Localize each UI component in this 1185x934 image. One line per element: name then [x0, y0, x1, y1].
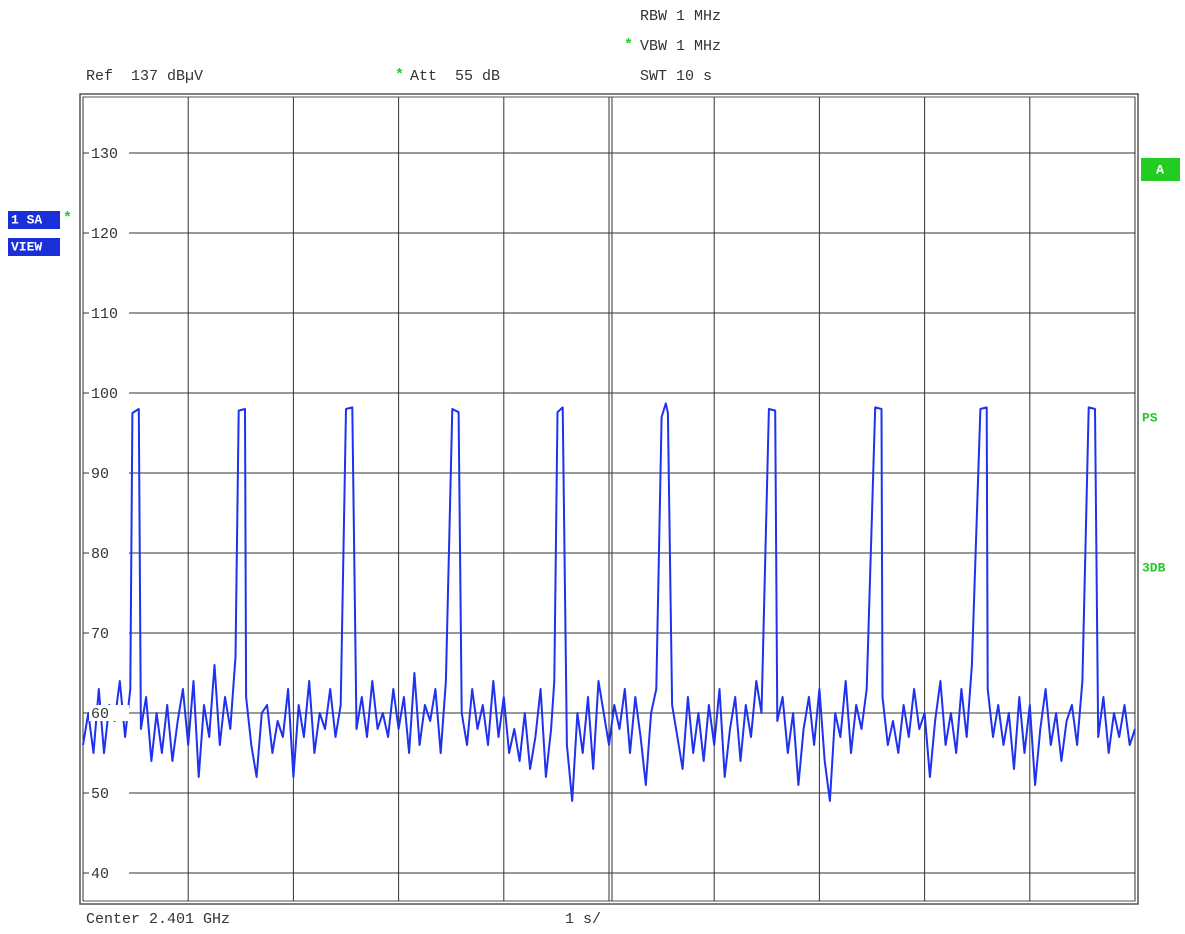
frame-outer	[79, 93, 1139, 905]
tick-label-bg	[89, 785, 129, 801]
tick-label-bg	[89, 385, 129, 401]
time-per-division: 1 s/	[565, 911, 601, 928]
ref-level: Ref 137 dBµV	[86, 68, 203, 85]
y-tick-label: 120	[91, 226, 118, 243]
tick-label-bg	[89, 225, 129, 241]
tick-label-bg	[89, 705, 129, 721]
vbw: VBW 1 MHz	[640, 38, 721, 55]
center-frequency: Center 2.401 GHz	[86, 911, 230, 928]
db-label: 3DB	[1142, 560, 1166, 575]
trace-badge	[8, 211, 60, 229]
tick-label-bg	[89, 625, 129, 641]
a-label: A	[1156, 162, 1164, 177]
mode-badge	[8, 238, 60, 256]
y-tick-label: 100	[91, 386, 118, 403]
tick-label-bg	[89, 305, 129, 321]
trace	[82, 402, 1136, 802]
y-tick-label: 70	[91, 626, 109, 643]
trace-label: 1 SA	[11, 212, 42, 227]
ps-label: PS	[1142, 410, 1158, 425]
y-tick-label: 130	[91, 146, 118, 163]
tick-label-bg	[89, 865, 129, 881]
y-tick-label: 90	[91, 466, 109, 483]
tick-label-bg	[89, 465, 129, 481]
a-badge	[1141, 158, 1180, 181]
vbw-marker: *	[624, 37, 633, 54]
y-tick-label: 60	[91, 706, 109, 723]
rbw: RBW 1 MHz	[640, 8, 721, 25]
mode-label: VIEW	[11, 239, 42, 254]
att-marker: *	[395, 67, 404, 84]
tick-label-bg	[89, 545, 129, 561]
sweep-time: SWT 10 s	[640, 68, 712, 85]
y-tick-label: 40	[91, 866, 109, 883]
y-tick-label: 110	[91, 306, 118, 323]
trace-marker: *	[63, 210, 72, 227]
y-tick-label: 80	[91, 546, 109, 563]
y-tick-label: 50	[91, 786, 109, 803]
attenuation: Att 55 dB	[410, 68, 500, 85]
tick-label-bg	[89, 145, 129, 161]
